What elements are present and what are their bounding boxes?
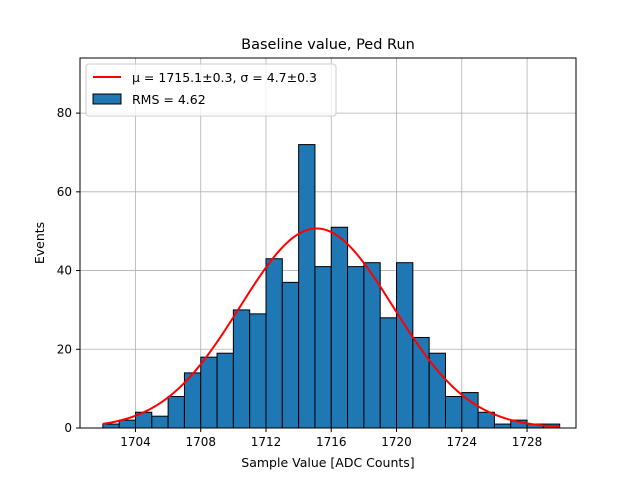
x-tick-label: 1716 xyxy=(316,435,347,449)
histogram-bar xyxy=(314,266,332,429)
y-tick-label: 0 xyxy=(64,421,72,435)
histogram-bar xyxy=(216,352,234,429)
axes-frame xyxy=(79,57,577,429)
histogram-bar xyxy=(298,144,316,429)
x-tick-label: 1712 xyxy=(251,435,282,449)
histogram-bar xyxy=(477,411,495,429)
x-axis-ticks: 1704 1708 1712 1716 1720 1724 1728 xyxy=(120,428,542,449)
y-tick-label: 40 xyxy=(57,264,72,278)
y-axis-ticks: 0 20 40 60 80 xyxy=(57,106,80,435)
legend-rms-label: RMS = 4.62 xyxy=(132,92,206,107)
histogram-bar xyxy=(232,309,251,429)
histogram-bar xyxy=(412,336,430,429)
histogram-bar xyxy=(249,313,267,429)
y-tick-label: 20 xyxy=(57,342,72,356)
gaussian-fit-curve xyxy=(102,227,560,428)
x-tick-label: 1728 xyxy=(512,435,543,449)
histogram-bar xyxy=(347,266,365,429)
histogram-bar xyxy=(330,226,349,429)
histogram-bar xyxy=(167,396,185,429)
legend-fit-label: μ = 1715.1±0.3, σ = 4.7±0.3 xyxy=(132,70,317,85)
histogram-bar xyxy=(200,356,218,429)
histogram-bar xyxy=(265,258,283,429)
y-tick-label: 60 xyxy=(57,185,72,199)
x-tick-label: 1724 xyxy=(447,435,478,449)
y-axis-label: Events xyxy=(32,222,47,264)
histogram-bar xyxy=(379,317,398,429)
legend-rms-patch-swatch xyxy=(92,93,122,105)
x-tick-label: 1704 xyxy=(120,435,151,449)
y-tick-label: 80 xyxy=(57,106,72,120)
legend: μ = 1715.1±0.3, σ = 4.7±0.3 RMS = 4.62 xyxy=(85,63,337,117)
histogram-bar xyxy=(118,419,136,429)
histogram-bar xyxy=(444,396,463,429)
x-tick-label: 1720 xyxy=(381,435,412,449)
x-tick-label: 1708 xyxy=(185,435,216,449)
legend-box xyxy=(85,63,337,117)
histogram-bar xyxy=(363,262,381,429)
histogram-bar xyxy=(151,415,169,429)
histogram-bar xyxy=(281,281,300,429)
histogram-bar xyxy=(493,423,512,429)
histogram-bar xyxy=(396,262,414,429)
x-axis-label: Sample Value [ADC Counts] xyxy=(241,455,414,470)
histogram-bar xyxy=(102,423,120,429)
chart-title: Baseline value, Ped Run xyxy=(241,37,415,53)
